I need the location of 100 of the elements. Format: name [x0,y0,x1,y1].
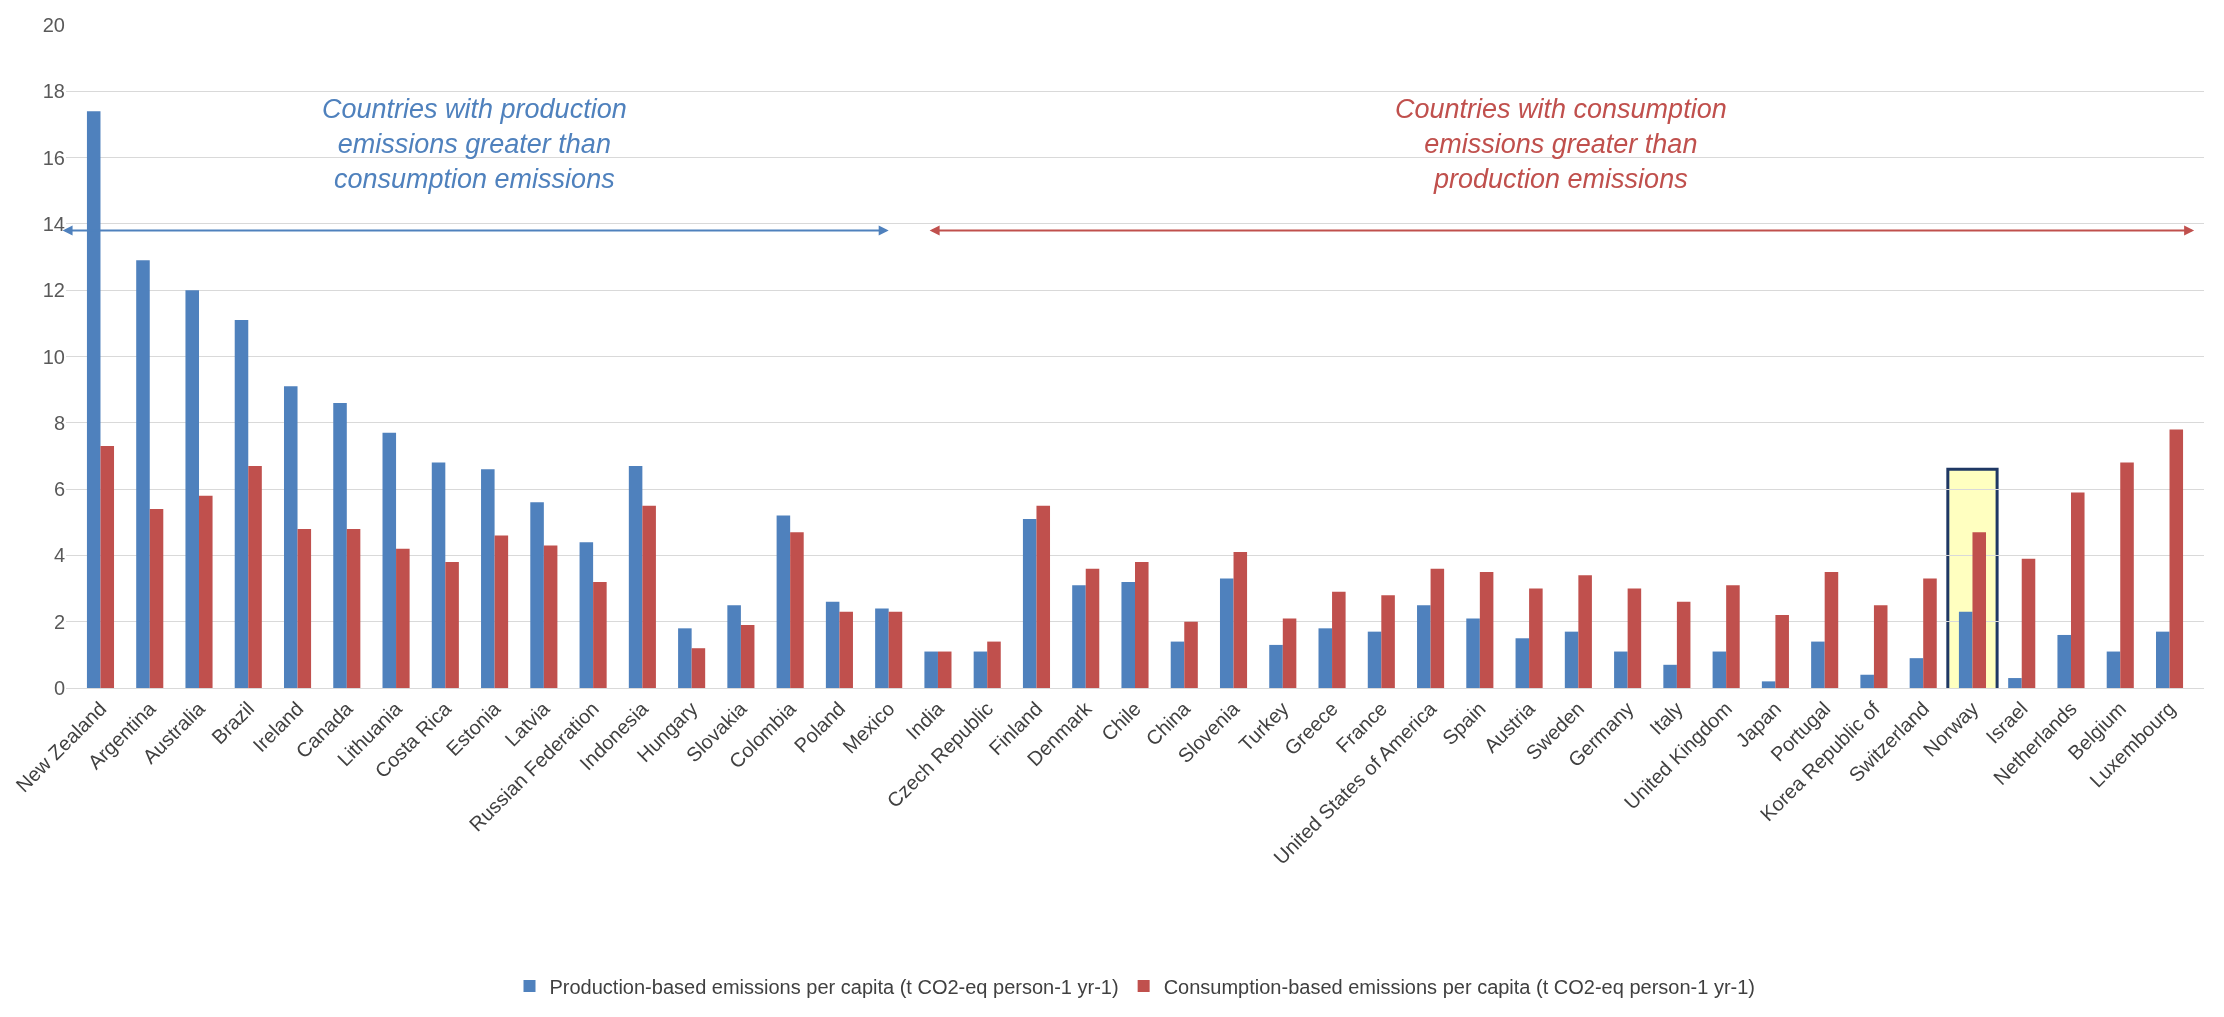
bar [283,386,298,688]
bar [1269,644,1283,688]
y-tick-label: 12 [42,279,65,302]
bar [1873,605,1888,688]
bar [185,290,200,688]
bar [1824,571,1839,688]
bar [839,611,853,688]
bar [149,508,164,688]
y-tick-label: 20 [42,14,65,36]
legend-label: Consumption-based emissions per capita (t CO2-eq person-1 yr-1) [1163,975,1756,998]
bar [382,432,397,688]
bar [1775,615,1789,688]
bar [924,651,938,688]
bar [875,608,889,688]
bar [1367,631,1382,688]
bar [1923,578,1937,688]
bar [1811,641,1825,688]
x-tick-label: Chile [1097,697,1145,746]
bar [628,465,643,688]
bar [234,320,249,688]
bar [2106,651,2121,688]
bar [2120,462,2134,688]
bar [481,469,495,688]
bar [1381,595,1395,688]
bar [1417,605,1431,688]
bar [776,515,791,688]
bar [888,611,903,688]
bar [1860,674,1874,688]
bar [1332,591,1346,688]
bar [297,528,312,688]
y-tick-label: 4 [53,544,65,567]
bar [494,535,509,688]
bar [346,528,361,688]
bar [790,532,804,688]
bar [1233,552,1248,688]
bar [740,625,755,688]
bar [445,562,459,688]
bar [1184,621,1198,688]
bar [825,601,840,688]
bar [1909,658,1924,688]
bar [593,581,607,688]
bar [1663,664,1677,688]
y-tick-label: 18 [42,80,65,103]
bar [136,260,150,688]
bar [1135,562,1149,688]
bar [691,648,706,688]
bar [579,542,594,688]
bar [937,651,952,688]
bar [1676,601,1691,688]
y-tick-label: 10 [42,345,65,368]
bar [199,495,213,688]
bar [1761,681,1776,688]
bar [2070,492,2085,688]
bar [1430,568,1445,688]
bar [727,605,741,688]
bar [2008,678,2022,688]
bar [2155,631,2170,688]
bar [1479,571,1494,688]
bar [530,502,544,688]
bar [1712,651,1727,688]
bar [1627,588,1642,688]
bar [1466,618,1480,688]
annotation: Countries with consumption emissions greater than production emissions [1395,94,1727,195]
bar [2057,634,2071,688]
bar [396,548,410,688]
bar [431,462,446,688]
annotation: Countries with production emissions greater than consumption emissions [322,94,627,195]
bar [2169,429,2184,688]
bar [543,545,558,688]
bar [1515,638,1530,688]
bar [642,505,656,688]
bar [1578,575,1592,688]
bar [1282,618,1297,688]
y-tick-label: 6 [53,478,65,501]
y-tick-label: 8 [53,411,65,434]
bar [1085,568,1100,688]
bar [1614,651,1628,688]
bar [1219,578,1234,688]
bar [973,651,988,688]
bar [1564,631,1579,688]
bar [1529,588,1543,688]
y-tick-label: 14 [42,212,65,235]
bar [678,628,692,688]
bar [100,446,115,688]
bar [1972,532,1987,688]
y-tick-label: 2 [53,610,65,633]
bar [248,465,262,688]
bar [1170,641,1185,688]
bar [1121,581,1135,688]
y-tick-label: 0 [53,677,65,699]
bar [1318,628,1333,688]
bar [1726,585,1740,688]
y-tick-label: 16 [42,146,65,169]
bar [1958,611,1973,688]
bar [1022,518,1037,688]
bar [333,402,347,688]
bar [987,641,1001,688]
bar [1036,505,1051,688]
bar [2021,558,2036,688]
bar [1072,585,1086,688]
